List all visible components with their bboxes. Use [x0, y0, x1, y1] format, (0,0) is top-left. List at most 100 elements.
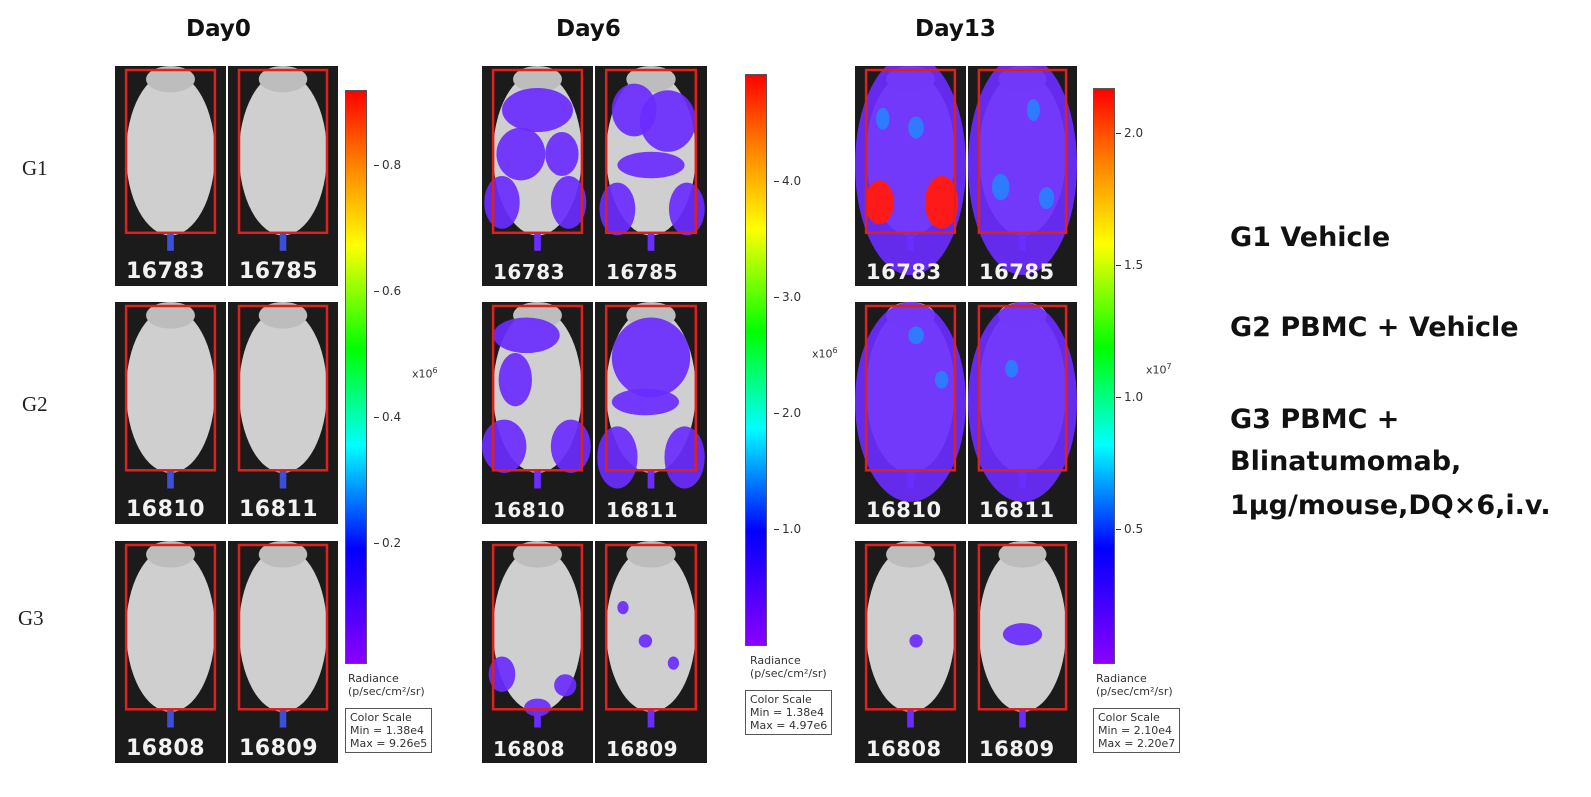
colorbar-tick: 1.0	[773, 522, 802, 536]
mouse-tail	[647, 470, 655, 489]
colorbar-gradient	[745, 74, 767, 646]
mouse-image-panel: 16811	[595, 302, 707, 524]
signal-region	[554, 674, 577, 697]
day-title-1: Day6	[556, 16, 621, 42]
mouse-image-panel: 16810	[482, 302, 593, 524]
signal-region	[968, 66, 1077, 275]
colorbar-tick: 0.6	[373, 284, 402, 298]
mouse-id-label: 16810	[493, 498, 566, 522]
mouse-tail	[1019, 709, 1026, 728]
signal-region	[991, 173, 1010, 201]
mouse-id-label: 16785	[606, 260, 679, 284]
roi-box	[491, 304, 584, 472]
day-title-0: Day0	[186, 16, 251, 42]
mouse-head	[258, 541, 308, 568]
signal-region	[908, 116, 924, 139]
mouse-head	[626, 541, 676, 568]
colorbar-tick: 3.0	[773, 290, 802, 304]
colorbar-tick: 4.0	[773, 174, 802, 188]
signal-region	[488, 656, 516, 692]
day-title-2: Day13	[915, 16, 996, 42]
mouse-image-panel: 16811	[968, 302, 1077, 524]
mouse-image	[599, 66, 705, 251]
group-label-g3: G3	[18, 606, 44, 630]
colorbar-tick: 0.4	[373, 410, 402, 424]
mouse-image-panel: 16785	[968, 66, 1077, 286]
mouse-image	[237, 541, 329, 728]
roi-box	[604, 304, 698, 472]
signal-region	[1002, 623, 1043, 646]
mouse-image	[124, 302, 217, 489]
mouse-id-label: 16809	[239, 736, 319, 761]
signal-region	[617, 600, 629, 615]
colorbar-tick: 0.8	[373, 158, 402, 172]
roi-box	[124, 304, 217, 472]
mouse-image-panel: 16783	[855, 66, 966, 286]
colorbar-tick: 1.5	[1115, 258, 1144, 272]
mouse-tail	[167, 470, 174, 489]
mouse-tail	[534, 470, 541, 489]
mouse-tail	[167, 233, 174, 251]
mouse-body	[606, 547, 696, 712]
mouse-image	[597, 302, 705, 489]
mouse-body	[239, 308, 327, 473]
color-scale-box: Color Scale Min = 2.10e4 Max = 2.20e7	[1093, 708, 1181, 753]
mouse-image-panel: 16809	[968, 541, 1077, 763]
mouse-id-label: 16808	[493, 737, 566, 761]
mouse-image-panel: 16809	[228, 541, 338, 763]
signal-region	[638, 634, 653, 648]
mouse-image-panel: 16785	[595, 66, 707, 286]
mouse-image	[484, 66, 587, 251]
colorbar-tick: 0.2	[373, 536, 402, 550]
signal-region	[611, 317, 691, 398]
mouse-head	[258, 302, 308, 329]
mouse-image-panel: 16785	[228, 66, 338, 286]
mouse-image	[237, 302, 329, 489]
mouse-image-panel: 16810	[855, 302, 966, 524]
signal-region	[664, 426, 705, 489]
mouse-head	[513, 66, 562, 93]
roi-box	[124, 68, 217, 235]
roi-box	[977, 543, 1068, 711]
mouse-tail	[534, 709, 541, 728]
mouse-image	[488, 541, 584, 728]
mouse-image	[855, 66, 966, 275]
color-scale-box: Color Scale Min = 1.38e4 Max = 9.26e5	[345, 708, 433, 753]
signal-region	[550, 176, 587, 229]
roi-box	[864, 68, 957, 235]
signal-region	[1038, 187, 1055, 209]
signal-region	[493, 317, 560, 354]
mouse-image-panel: 16808	[115, 541, 226, 763]
mouse-image	[237, 66, 329, 251]
signal-region	[501, 88, 574, 132]
mouse-image	[604, 541, 698, 728]
mouse-tail	[279, 233, 287, 251]
mouse-id-label: 16783	[493, 260, 566, 284]
mouse-body	[239, 547, 327, 712]
mouse-id-label: 16810	[866, 498, 942, 522]
mouse-body	[126, 308, 215, 473]
mouse-id-label: 16811	[606, 498, 679, 522]
roi-box	[864, 304, 957, 472]
radiance-label: Radiance (p/sec/cm²/sr)	[750, 654, 827, 680]
signal-region	[924, 176, 959, 229]
roi-box	[237, 304, 329, 472]
mouse-head	[258, 66, 308, 93]
signal-region	[855, 66, 966, 275]
signal-region	[864, 180, 894, 225]
radiance-label: Radiance (p/sec/cm²/sr)	[1096, 672, 1173, 698]
colorbar-tick: 0.5	[1115, 522, 1144, 536]
legend-g1: G1 Vehicle	[1230, 222, 1391, 253]
mouse-tail	[279, 470, 287, 489]
mouse-id-label: 16783	[126, 259, 206, 284]
mouse-image	[855, 302, 966, 502]
mouse-id-label: 16811	[239, 497, 319, 522]
roi-box	[124, 543, 217, 711]
mouse-image-panel: 16783	[115, 66, 226, 286]
legend-g2: G2 PBMC + Vehicle	[1230, 312, 1519, 343]
mouse-image	[482, 302, 591, 489]
mouse-id-label: 16785	[979, 260, 1055, 284]
mouse-head	[146, 66, 195, 93]
signal-region	[597, 426, 638, 489]
colorbar-tick: 1.0	[1115, 390, 1144, 404]
